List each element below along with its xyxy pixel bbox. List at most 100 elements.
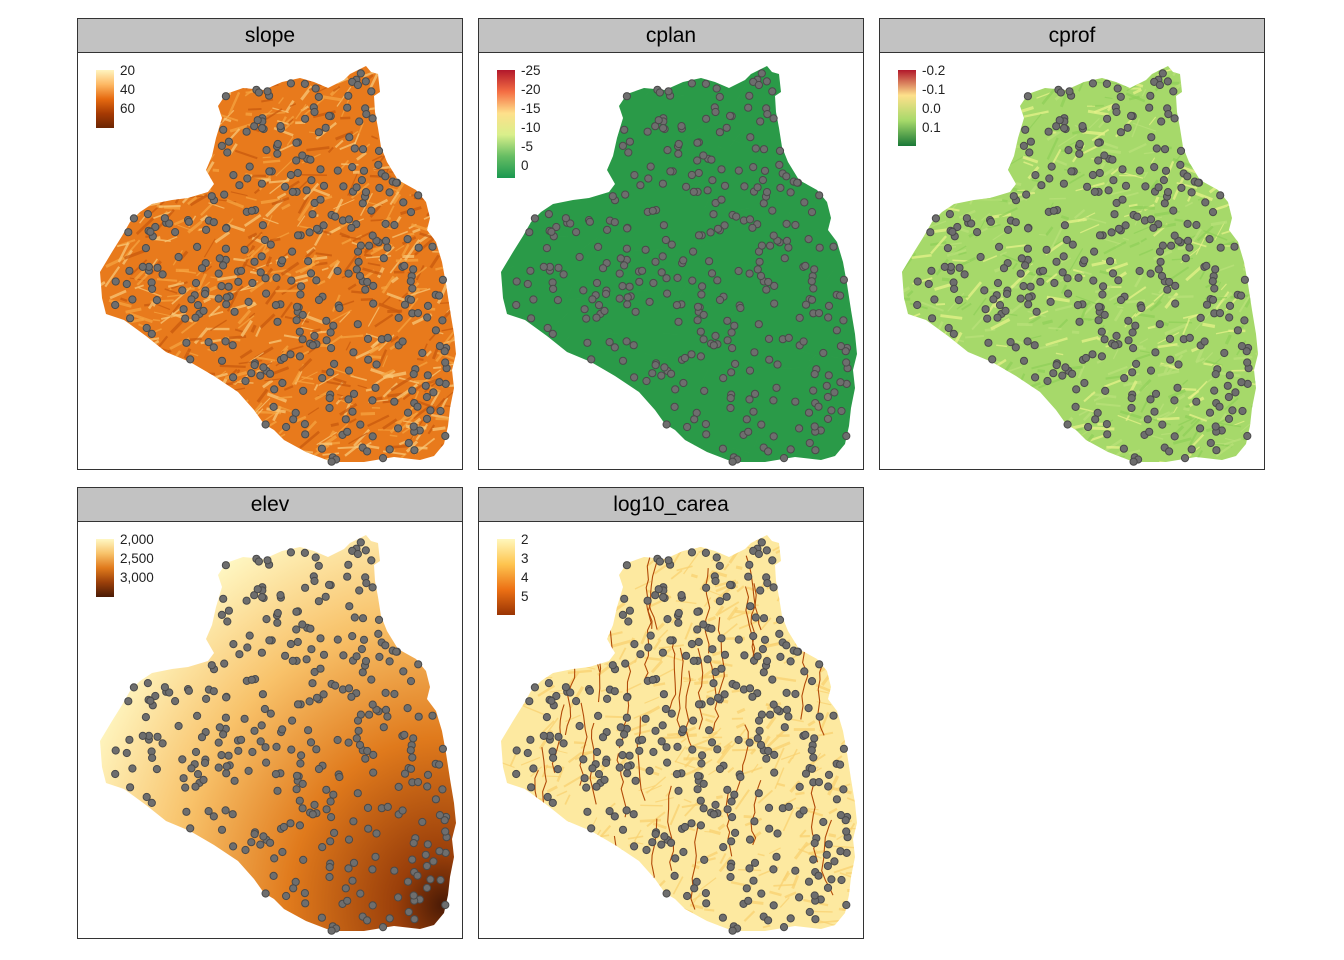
- raster-texture: [576, 641, 585, 649]
- sample-point: [694, 231, 704, 240]
- sample-point: [779, 923, 789, 932]
- sample-point: [688, 745, 697, 754]
- sample-point: [759, 199, 768, 208]
- raster-texture: [508, 816, 523, 836]
- raster-texture: [791, 748, 798, 759]
- raster-texture: [141, 420, 157, 431]
- raster-texture: [382, 371, 407, 380]
- sample-point: [980, 286, 989, 295]
- raster-texture: [183, 348, 192, 360]
- sample-point: [293, 231, 303, 240]
- raster-texture: [999, 66, 1011, 67]
- sample-point: [679, 847, 688, 857]
- sample-point: [791, 866, 800, 875]
- sample-point: [184, 217, 194, 226]
- raster-texture: [1187, 389, 1200, 400]
- sample-point: [250, 591, 259, 600]
- raster-texture: [1104, 96, 1113, 100]
- raster-texture: [929, 454, 951, 457]
- raster-texture: [908, 420, 922, 428]
- sample-point: [400, 300, 410, 309]
- sample-point: [431, 795, 440, 804]
- raster-texture: [400, 80, 415, 90]
- sample-point: [147, 798, 156, 807]
- raster-texture: [147, 69, 152, 78]
- sample-point: [152, 296, 162, 305]
- raster-texture: [553, 839, 569, 855]
- raster-texture: [453, 435, 456, 445]
- sample-point: [693, 156, 702, 165]
- sample-point: [1118, 165, 1127, 174]
- sample-point: [705, 726, 714, 735]
- sample-point: [1205, 408, 1215, 417]
- raster-texture: [684, 756, 695, 768]
- sample-point: [605, 807, 614, 816]
- raster-texture: [984, 328, 996, 332]
- sample-point: [727, 368, 736, 377]
- sample-point: [229, 373, 238, 382]
- sample-point: [398, 806, 407, 815]
- raster-texture: [1055, 352, 1064, 356]
- raster-texture: [214, 231, 231, 244]
- sample-point: [310, 107, 319, 117]
- sample-point: [217, 825, 227, 834]
- sample-point: [1026, 282, 1035, 291]
- raster-texture: [548, 821, 570, 832]
- sample-point: [830, 388, 839, 397]
- raster-texture: [981, 105, 988, 114]
- sample-point: [1081, 353, 1090, 363]
- sample-point: [1212, 446, 1221, 455]
- raster-texture: [503, 619, 523, 641]
- raster-texture: [219, 78, 243, 89]
- sample-point: [824, 371, 833, 380]
- raster-texture: [407, 288, 431, 297]
- raster-texture: [841, 698, 846, 706]
- raster-texture: [992, 387, 1001, 404]
- raster-texture: [158, 204, 181, 208]
- sample-point: [371, 852, 380, 861]
- sample-point: [615, 763, 624, 772]
- sample-point: [728, 344, 737, 353]
- sample-point: [594, 301, 604, 310]
- raster-texture: [556, 766, 565, 783]
- raster-texture: [1022, 155, 1039, 164]
- raster-texture: [123, 122, 141, 132]
- sample-point: [310, 331, 319, 340]
- sample-point: [807, 208, 817, 217]
- sample-point: [728, 813, 737, 822]
- sample-point: [299, 386, 308, 395]
- raster-texture: [1182, 313, 1199, 320]
- sample-point: [368, 231, 377, 240]
- raster-texture: [563, 645, 570, 649]
- sample-point: [630, 842, 639, 851]
- sample-point: [1097, 352, 1106, 361]
- raster-texture: [1177, 246, 1186, 250]
- raster-texture: [208, 305, 221, 318]
- sample-point: [1116, 92, 1125, 102]
- raster-texture: [564, 924, 584, 931]
- sample-point: [292, 785, 301, 794]
- sample-point: [327, 457, 336, 466]
- map-slope: [100, 66, 456, 466]
- raster-texture: [1197, 197, 1206, 201]
- raster-texture: [228, 91, 241, 115]
- raster-texture: [716, 744, 733, 764]
- raster-texture: [295, 415, 307, 423]
- sample-point: [306, 624, 315, 633]
- sample-point: [547, 227, 556, 236]
- raster-texture: [675, 600, 697, 605]
- raster-texture: [1153, 292, 1164, 302]
- sample-point: [250, 726, 259, 735]
- raster-texture: [341, 238, 352, 245]
- sample-point: [697, 759, 706, 768]
- raster-texture: [828, 833, 837, 838]
- raster-texture: [374, 313, 394, 328]
- raster-texture: [117, 158, 124, 163]
- sample-point: [278, 256, 287, 265]
- sample-point: [707, 155, 716, 164]
- sample-point: [1095, 168, 1104, 178]
- raster-texture: [187, 162, 201, 166]
- raster-texture: [259, 428, 275, 435]
- sample-point: [782, 641, 791, 650]
- sample-point: [622, 244, 631, 253]
